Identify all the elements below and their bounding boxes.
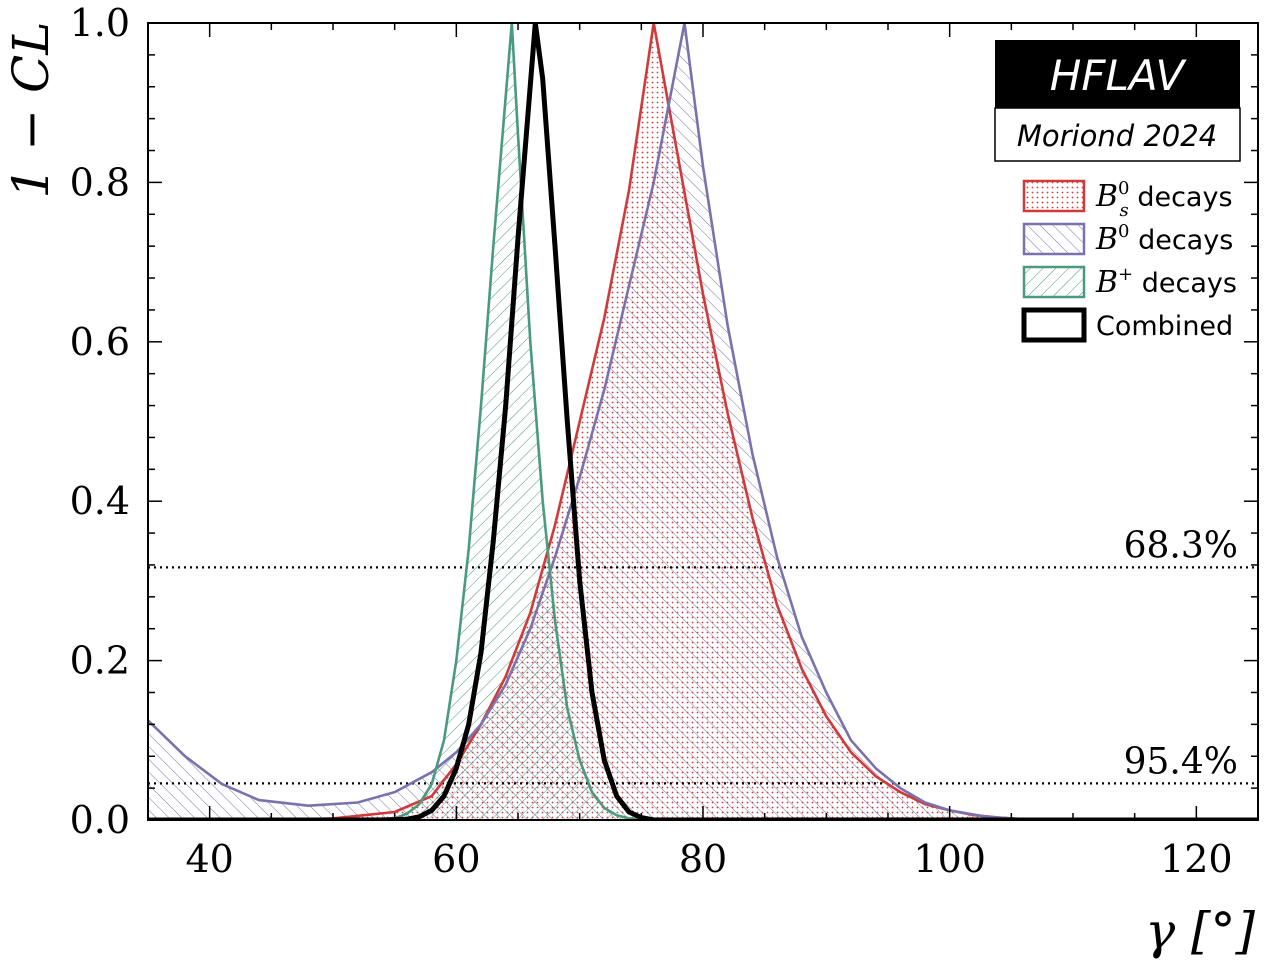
x-tick-label: 80 [679,837,727,881]
x-tick-label: 100 [913,837,986,881]
reference-label-0: 68.3% [1124,525,1238,566]
badge-subtitle: Moriond 2024 [1017,119,1217,153]
badge-title-box [995,40,1240,108]
axis-ticks: 40 60 80 100 120 0.0 0.2 0.4 0.6 0.8 1.0 [70,1,1259,881]
reference-lines: 68.3% 95.4% [148,525,1258,785]
legend-swatch-2 [1022,265,1086,299]
hflav-badge: HFLAV Moriond 2024 [994,40,1241,162]
x-tick-label: 60 [432,837,480,881]
series-lines [148,23,1258,820]
reference-label-1: 95.4% [1124,741,1238,782]
y-tick-label: 0.2 [70,639,130,683]
series-fill-1 [148,23,1258,820]
series-line-3 [148,23,1258,820]
x-tick-label: 120 [1160,837,1233,881]
x-tick-label: 40 [185,837,233,881]
legend-label-1: B0 decays [1095,221,1233,257]
legend-label-2: B+ decays [1095,264,1237,300]
series-fills [148,23,1258,820]
legend-label-3: Combined [1096,311,1233,342]
legend-swatch-3 [1021,307,1087,343]
y-tick-label: 0.6 [70,320,130,364]
y-tick-label: 0.4 [70,479,130,523]
badge-title: HFLAV [1050,51,1188,100]
series-line-1 [148,23,1258,820]
legend-label-0: B0 s decays [1095,178,1233,221]
y-tick-label: 0.8 [70,160,130,204]
series-line-2 [148,23,1258,820]
x-axis-label: γ [°] [1145,902,1255,960]
legend-swatch-0 [1022,179,1086,213]
badge-subtitle-box [994,107,1241,162]
y-axis-label: 1 − CL [2,22,60,199]
y-tick-label: 0.0 [70,798,130,842]
legend-swatch-1 [1022,222,1086,256]
y-tick-label: 1.0 [70,1,130,45]
